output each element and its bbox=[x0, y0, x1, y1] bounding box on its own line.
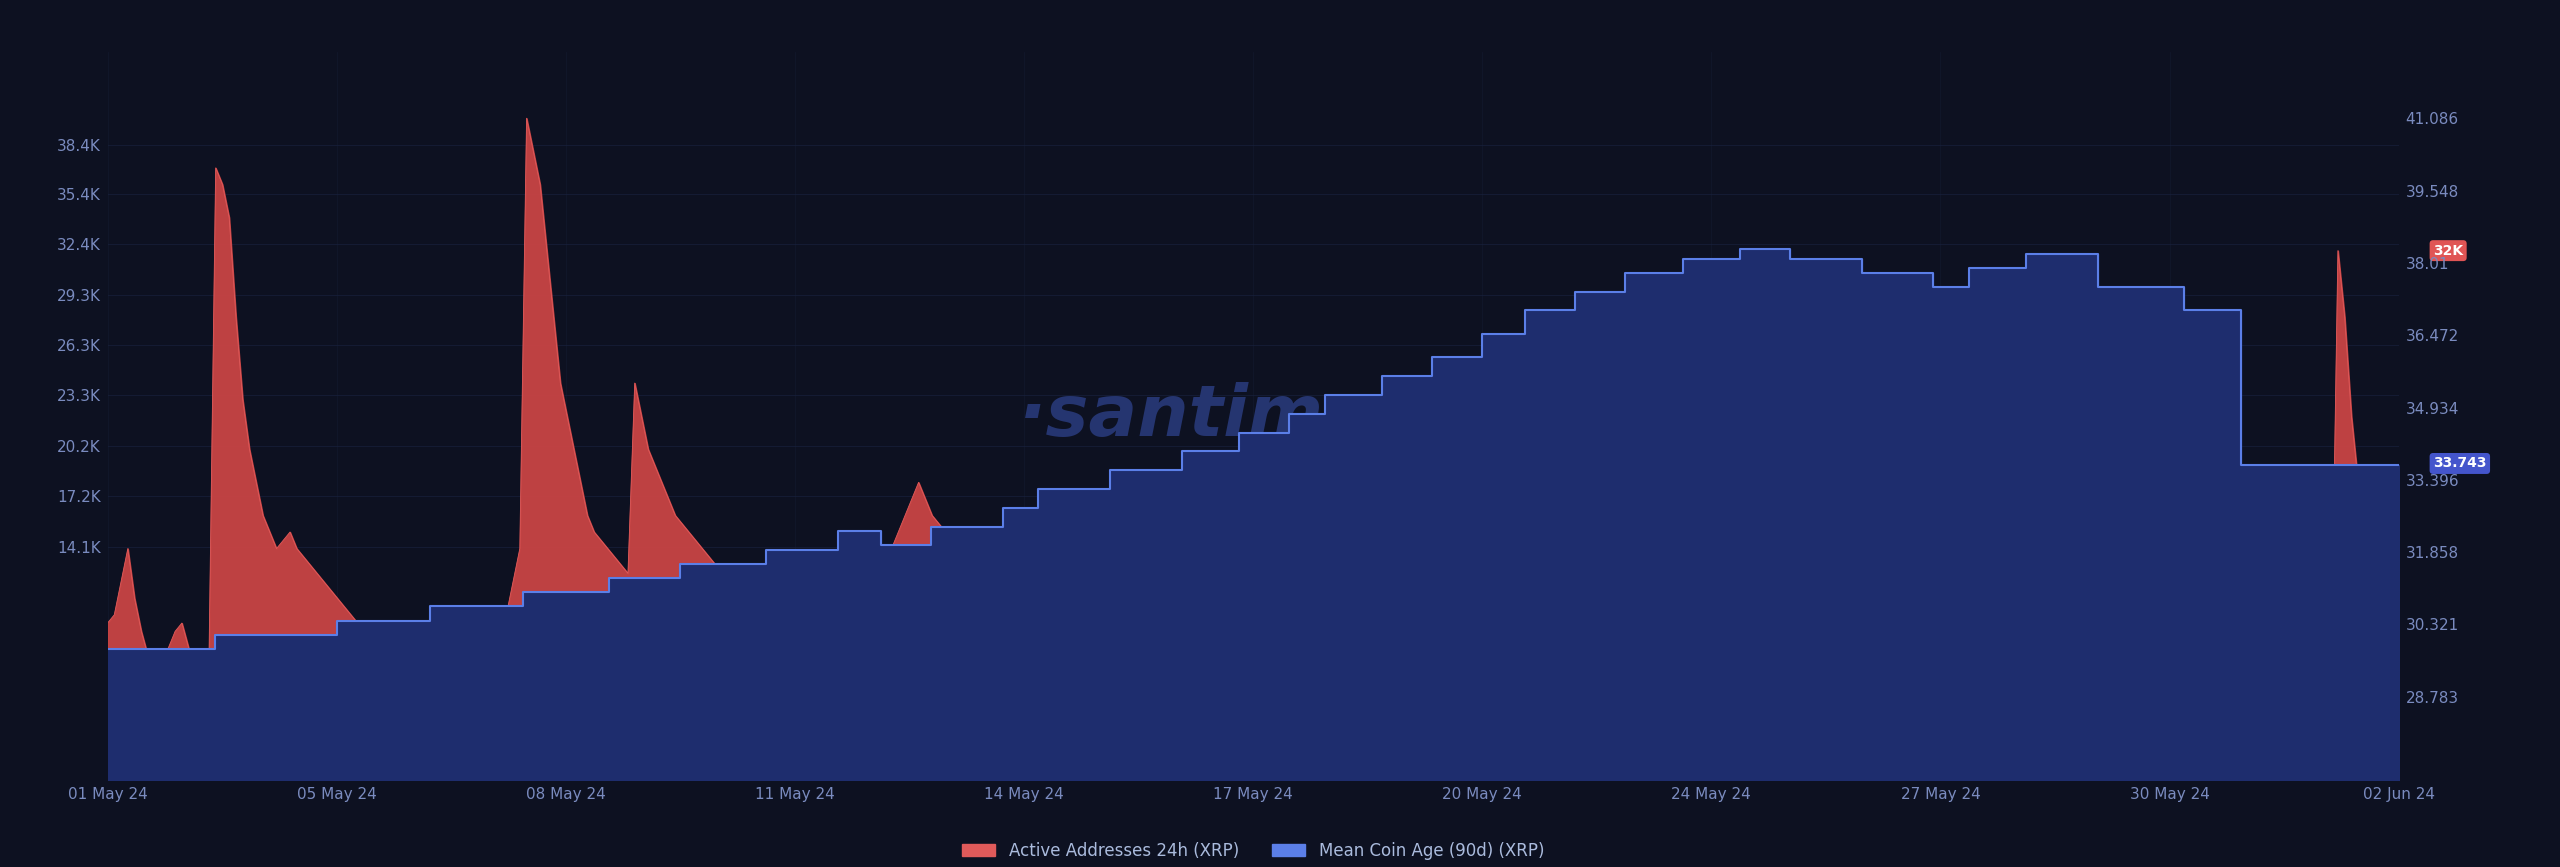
Text: 33.743: 33.743 bbox=[2432, 456, 2486, 471]
Text: ·santiment·: ·santiment· bbox=[1019, 381, 1487, 451]
Text: 32K: 32K bbox=[2432, 244, 2463, 257]
Legend: Active Addresses 24h (XRP), Mean Coin Age (90d) (XRP): Active Addresses 24h (XRP), Mean Coin Ag… bbox=[955, 835, 1551, 867]
